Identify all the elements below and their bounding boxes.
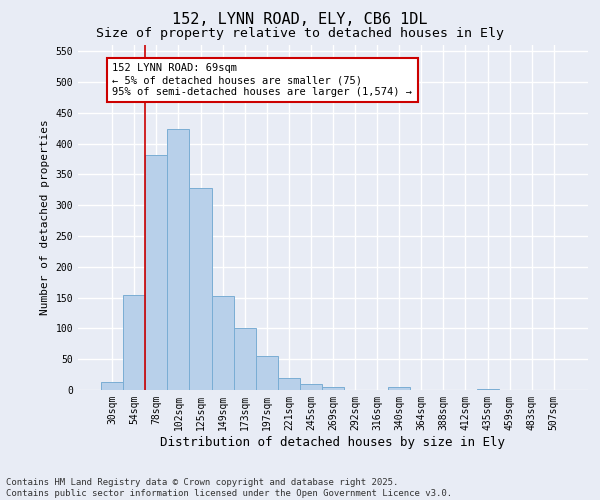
Bar (123, 294, 145, 390)
Y-axis label: Number of detached properties: Number of detached properties (40, 120, 50, 316)
Bar (476, 389, 499, 390)
Bar (101, 382, 123, 390)
Bar (145, 154, 167, 390)
Bar (212, 296, 233, 390)
X-axis label: Distribution of detached houses by size in Ely: Distribution of detached houses by size … (161, 436, 505, 448)
Text: 152 LYNN ROAD: 69sqm
← 5% of detached houses are smaller (75)
95% of semi-detach: 152 LYNN ROAD: 69sqm ← 5% of detached ho… (112, 64, 412, 96)
Text: Size of property relative to detached houses in Ely: Size of property relative to detached ho… (96, 28, 504, 40)
Bar (167, 130, 190, 390)
Bar (278, 378, 300, 390)
Bar (233, 328, 256, 390)
Bar (190, 188, 212, 390)
Bar (300, 384, 322, 390)
Bar (322, 387, 344, 390)
Text: 152, LYNN ROAD, ELY, CB6 1DL: 152, LYNN ROAD, ELY, CB6 1DL (172, 12, 428, 28)
Text: Contains HM Land Registry data © Crown copyright and database right 2025.
Contai: Contains HM Land Registry data © Crown c… (6, 478, 452, 498)
Bar (388, 387, 410, 390)
Bar (256, 356, 278, 390)
